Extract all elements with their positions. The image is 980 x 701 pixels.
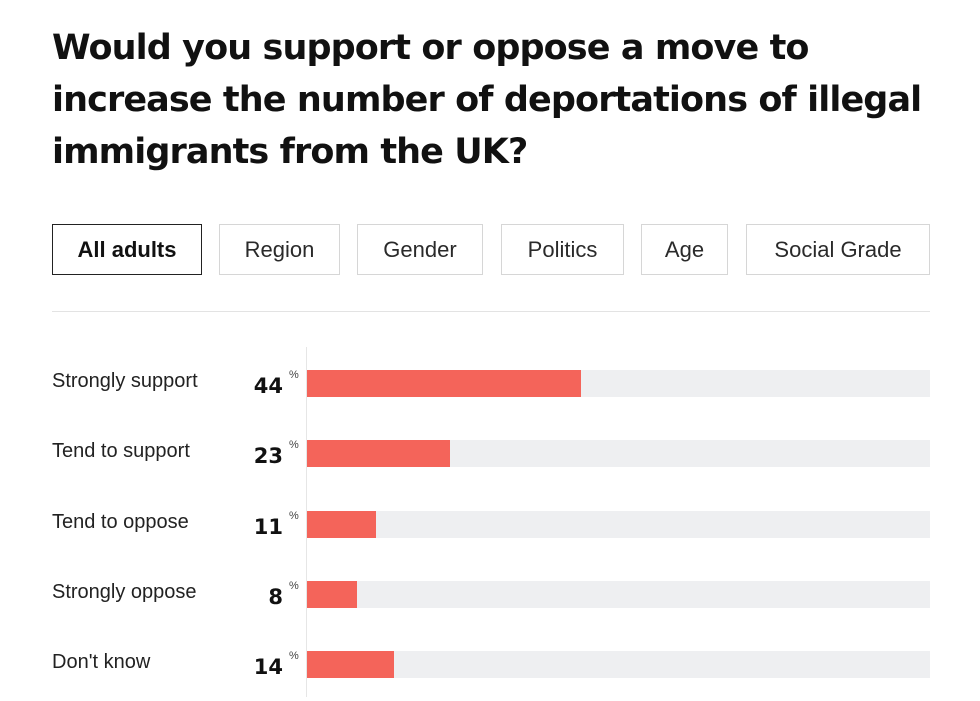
tab-all-adults[interactable]: All adults xyxy=(52,224,202,275)
tab-social-grade[interactable]: Social Grade xyxy=(746,224,930,275)
bar xyxy=(307,510,376,538)
category-label: Don't know xyxy=(52,651,151,674)
bar-track xyxy=(307,370,930,397)
bar xyxy=(307,440,451,468)
tab-region[interactable]: Region xyxy=(219,224,340,275)
tab-age[interactable]: Age xyxy=(641,224,728,275)
data-label: 14 xyxy=(253,655,283,680)
bar-row: Tend to support 23% xyxy=(0,439,980,479)
category-label: Tend to support xyxy=(52,440,190,463)
tab-politics[interactable]: Politics xyxy=(501,224,624,275)
divider xyxy=(52,311,930,312)
bar-track xyxy=(307,440,930,468)
unit-label: % xyxy=(289,579,299,592)
bar-row: Tend to oppose 11% xyxy=(0,510,980,550)
unit-label: % xyxy=(289,369,299,381)
tab-gender[interactable]: Gender xyxy=(357,224,483,275)
bar-row: Strongly support 44% xyxy=(0,369,980,409)
data-label: 8 xyxy=(268,584,283,609)
category-label: Strongly support xyxy=(52,370,198,392)
axis-line xyxy=(306,347,307,697)
unit-label: % xyxy=(289,509,299,522)
bar-row: Don't know 14% xyxy=(0,650,980,690)
bar-row: Strongly oppose 8% xyxy=(0,580,980,620)
unit-label: % xyxy=(289,439,299,452)
data-label: 23 xyxy=(253,444,283,469)
data-label: 11 xyxy=(253,514,283,539)
bar xyxy=(307,580,357,608)
category-label: Tend to oppose xyxy=(52,510,189,533)
bar-track xyxy=(307,580,930,608)
bar-track xyxy=(307,510,930,538)
bar xyxy=(307,651,395,679)
data-label: 44 xyxy=(253,374,283,398)
chart-title: Would you support or oppose a move to in… xyxy=(52,28,922,172)
category-label: Strongly oppose xyxy=(52,580,197,603)
bar xyxy=(307,370,582,397)
bar-track xyxy=(307,651,930,679)
unit-label: % xyxy=(289,650,299,663)
